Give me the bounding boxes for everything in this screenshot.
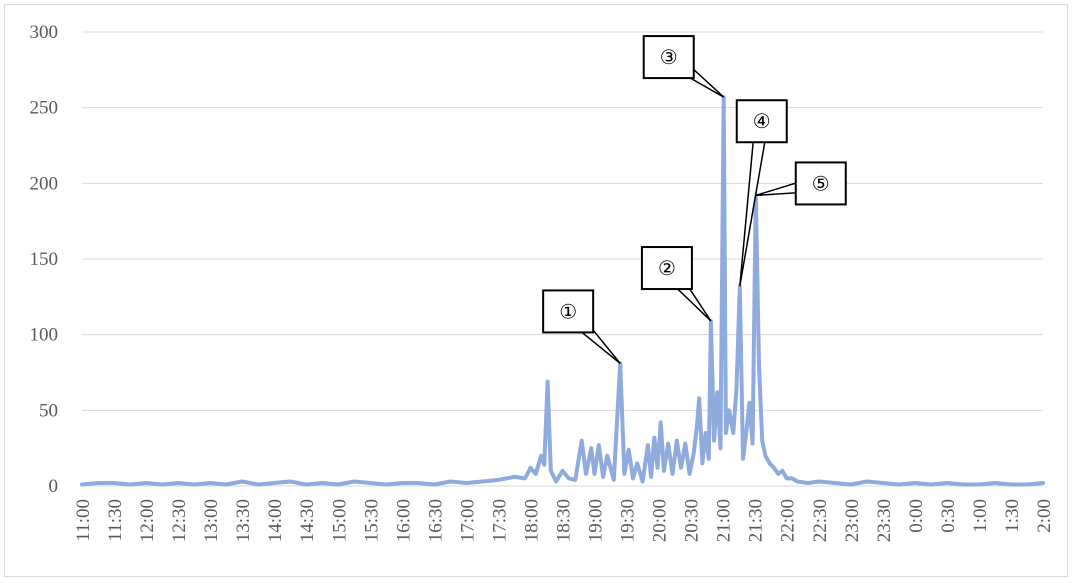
callout-label: ④: [753, 109, 771, 133]
x-tick-label: 23:30: [874, 499, 895, 542]
gridlines: [82, 31, 1043, 487]
x-tick-label: 18:00: [521, 499, 542, 542]
x-tick-label: 19:00: [586, 499, 607, 542]
x-tick-label: 17:30: [489, 499, 510, 542]
x-tick-label: 11:30: [105, 499, 126, 542]
x-tick-label: 1:30: [1002, 499, 1023, 533]
series-line: [80, 95, 1045, 487]
x-tick-label: 20:30: [682, 499, 703, 542]
y-tick-label: 0: [49, 476, 59, 497]
y-tick-label: 250: [30, 98, 59, 119]
x-tick-label: 19:30: [618, 499, 639, 542]
x-tick-label: 12:30: [169, 499, 190, 542]
x-tick-label: 15:00: [329, 499, 350, 542]
annotations-layer: ① ② ③ ④ ⑤: [542, 35, 847, 364]
x-tick-label: 20:00: [650, 499, 671, 542]
x-tick-label: 2:00: [1034, 499, 1055, 533]
x-tick-label: 0:30: [938, 499, 959, 533]
callout-3: ③: [642, 35, 725, 98]
x-tick-label: 16:00: [393, 499, 414, 542]
callout-1: ①: [542, 289, 621, 364]
x-tick-label: 13:00: [201, 499, 222, 542]
callout-label: ①: [559, 299, 577, 323]
x-tick-label: 18:30: [554, 499, 575, 542]
callout-label: ⑤: [812, 171, 830, 195]
y-tick-label: 300: [30, 22, 59, 43]
x-tick-label: 1:00: [970, 499, 991, 533]
y-tick-label: 150: [30, 249, 59, 270]
y-tick-label: 50: [39, 400, 58, 421]
series-layer: [80, 95, 1045, 487]
x-tick-label: 0:00: [906, 499, 927, 533]
x-tick-label: 14:00: [265, 499, 286, 542]
y-axis-ticks: 0 50 100 150 200 250 300: [30, 22, 59, 497]
x-tick-label: 16:30: [425, 499, 446, 542]
callout-label: ③: [660, 45, 678, 69]
x-tick-label: 11:00: [73, 499, 94, 542]
callout-box: [640, 246, 693, 291]
callout-pointer: [739, 134, 767, 287]
x-tick-label: 22:30: [810, 499, 831, 542]
callout-box: [735, 99, 788, 144]
x-tick-label: 22:00: [778, 499, 799, 542]
callout-label: ②: [658, 256, 676, 280]
x-tick-label: 12:00: [137, 499, 158, 542]
x-tick-label: 21:00: [714, 499, 735, 542]
callout-5: ⑤: [755, 161, 847, 206]
x-axis-ticks: 11:00 11:30 12:00 12:30 13:00 13:30 14:00 14:30…: [73, 499, 1055, 542]
x-tick-label: 21:30: [746, 499, 767, 542]
x-tick-label: 14:30: [297, 499, 318, 542]
y-tick-label: 200: [30, 173, 59, 194]
callout-box: [542, 289, 595, 334]
callout-4: ④: [735, 99, 788, 287]
x-tick-label: 17:00: [457, 499, 478, 542]
callout-box: [642, 35, 695, 80]
callout-2: ②: [640, 246, 712, 322]
x-tick-label: 23:00: [842, 499, 863, 542]
x-tick-label: 13:30: [233, 499, 254, 542]
x-tick-label: 15:30: [361, 499, 382, 542]
y-tick-label: 100: [30, 325, 59, 346]
callout-box: [794, 161, 847, 206]
